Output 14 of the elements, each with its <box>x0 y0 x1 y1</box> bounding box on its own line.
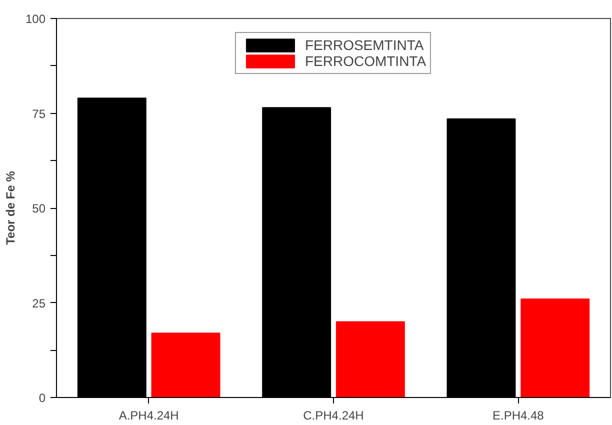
y-axis-title: Teor de Fe % <box>3 170 18 245</box>
legend-label: FERROCOMTINTA <box>304 53 426 69</box>
y-tick-label: 0 <box>38 391 46 405</box>
legend-label: FERROSEMTINTA <box>304 37 424 53</box>
bar <box>336 321 405 398</box>
bar <box>151 332 220 398</box>
y-tick-label: 75 <box>32 106 46 121</box>
x-tick-label: A.PH4.24H <box>118 408 179 422</box>
y-tick-label: 50 <box>32 202 46 216</box>
bar <box>520 298 590 398</box>
x-tick-label: E.PH4.48 <box>492 408 544 422</box>
y-tick-label: 100 <box>25 12 46 26</box>
y-tick-label: 25 <box>32 296 46 310</box>
x-tick-label: C.PH4.24H <box>303 408 364 422</box>
